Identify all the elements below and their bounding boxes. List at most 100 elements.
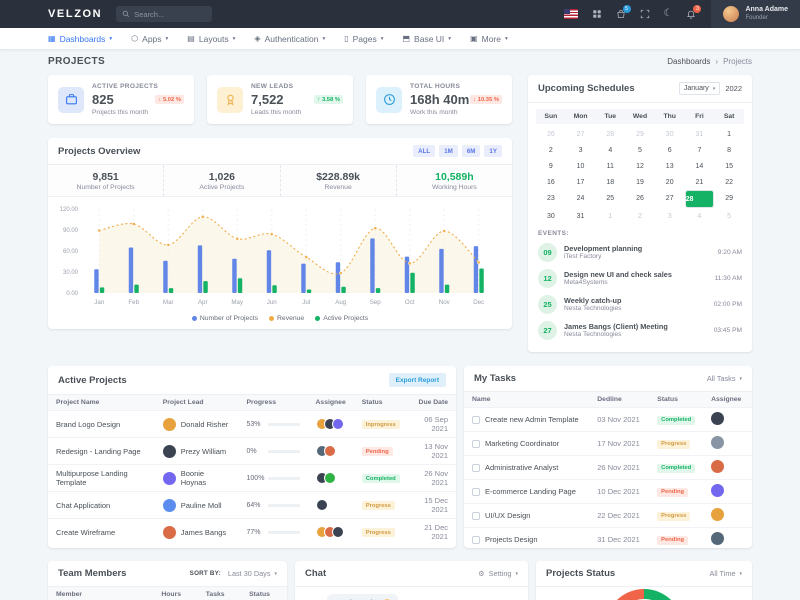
event-item[interactable]: 09 Development planning iTest Factory 9:20 … (528, 239, 752, 265)
search-input[interactable] (134, 9, 207, 19)
calendar-day[interactable]: 19 (636, 178, 644, 186)
calendar-day[interactable]: 30 (546, 212, 555, 220)
stat-label: TOTAL HOURS (410, 83, 461, 90)
calendar-day[interactable]: 5 (638, 146, 642, 154)
logo[interactable]: VELZON (48, 8, 103, 20)
calendar-day[interactable]: 26 (546, 130, 555, 138)
status-badge: Inprogress (361, 420, 400, 430)
fullscreen-icon[interactable] (640, 9, 650, 19)
event-item[interactable]: 12 Design new UI and check sales Meta4Syst… (528, 265, 752, 291)
month-select[interactable]: January ▾ (678, 82, 721, 95)
calendar-day[interactable]: 26 (636, 194, 644, 202)
progress-bar (267, 449, 300, 453)
nav-item-apps[interactable]: ⬡ Apps ▾ (131, 34, 168, 44)
calendar-day[interactable]: 10 (576, 162, 585, 170)
calendar-day[interactable]: 31 (695, 130, 704, 138)
range-button-1y[interactable]: 1Y (484, 145, 502, 157)
nav-item-pages[interactable]: ▯ Pages ▾ (344, 34, 383, 44)
progress-value: 53% (246, 420, 261, 428)
user-menu[interactable]: Anna Adame Founder (711, 0, 800, 28)
notifications-icon[interactable]: 3 (686, 5, 702, 19)
calendar-day[interactable]: 2 (548, 146, 553, 154)
calendar-day[interactable]: 20 (665, 178, 674, 186)
topbar: VELZON 5 ☾ 3 (0, 0, 800, 28)
calendar-day[interactable]: 11 (606, 162, 614, 170)
calendar-day[interactable]: 13 (665, 162, 674, 170)
event-item[interactable]: 27 James Bangs (Client) Meeting Nesta Tech… (528, 317, 752, 343)
col-due-date: Due Date (407, 395, 456, 411)
calendar-day[interactable]: 27 (576, 130, 585, 138)
task-checkbox[interactable] (472, 463, 480, 472)
table-row: Administrative Analyst 26 Nov 2021 Complet… (464, 455, 752, 480)
calendar-day[interactable]: 28 (606, 130, 615, 138)
calendar-day[interactable]: 3 (667, 212, 672, 220)
range-button-6m[interactable]: 6M (461, 145, 481, 157)
export-report-button[interactable]: Export Report (388, 373, 446, 387)
projects-overview-chart: 0.00 30.00 60.00 90.00 120.00 Jan Feb Mar Apr May… (48, 197, 512, 314)
calendar-day[interactable]: 21 (695, 178, 704, 186)
calendar-day[interactable]: 8 (727, 146, 732, 154)
lead-name: Donald Risher (180, 419, 229, 429)
calendar-day[interactable]: 4 (608, 146, 613, 154)
calendar-day[interactable]: 1 (608, 212, 613, 220)
overview-stat-value: $228.89k (316, 171, 361, 183)
apps-grid-icon[interactable] (592, 9, 602, 19)
cart-icon[interactable]: 5 (616, 5, 631, 19)
schedules-title: Upcoming Schedules (538, 83, 635, 94)
nav-item-layouts[interactable]: ▤ Layouts ▾ (187, 34, 235, 44)
calendar-day-selected[interactable]: 28 (684, 190, 715, 208)
task-checkbox[interactable] (472, 487, 480, 496)
overview-stat-label: Number of Projects (76, 184, 135, 191)
task-checkbox[interactable] (472, 535, 480, 544)
calendar-day[interactable]: 17 (576, 178, 585, 186)
calendar-day[interactable]: 24 (576, 194, 585, 202)
calendar-day[interactable]: 14 (695, 162, 704, 170)
task-checkbox[interactable] (472, 439, 480, 448)
calendar-day[interactable]: 5 (727, 212, 732, 220)
base-ui-icon: ⬒ (402, 33, 411, 43)
calendar-day[interactable]: 30 (665, 130, 674, 138)
all-time-filter[interactable]: All Time ▾ (709, 569, 742, 578)
nav-item-base-ui[interactable]: ⬒ Base UI ▾ (402, 34, 451, 44)
calendar-day[interactable]: 12 (636, 162, 644, 170)
event-day-badge: 12 (538, 268, 557, 288)
calendar-day[interactable]: 4 (697, 212, 702, 220)
calendar-day[interactable]: 2 (638, 212, 642, 220)
sort-by-filter[interactable]: SORT BY: Last 30 Days ▾ (189, 569, 277, 578)
col-dedline: Dedline (589, 392, 650, 408)
breadcrumb-dashboards[interactable]: Dashboards (667, 57, 711, 66)
task-checkbox[interactable] (472, 415, 480, 424)
calendar-day[interactable]: 29 (725, 194, 734, 202)
dark-mode-icon[interactable]: ☾ (663, 8, 673, 19)
calendar-day[interactable]: 18 (606, 178, 615, 186)
calendar-day[interactable]: 1 (727, 130, 732, 138)
project-name: Create Wireframe (48, 518, 155, 545)
nav-item-authentication[interactable]: ◈ Authentication ▾ (254, 34, 325, 44)
calendar-day[interactable]: 29 (636, 130, 644, 138)
nav-item-dashboards[interactable]: ▦ Dashboards ▾ (48, 34, 112, 44)
range-button-all[interactable]: ALL (413, 145, 436, 157)
calendar-day[interactable]: 7 (697, 146, 702, 154)
calendar-day[interactable]: 31 (576, 212, 585, 220)
us-flag-icon[interactable] (563, 9, 578, 19)
all-tasks-filter[interactable]: All Tasks ▾ (706, 374, 742, 383)
event-day-badge: 27 (538, 320, 557, 340)
calendar-day[interactable]: 27 (665, 194, 674, 202)
calendar-day[interactable]: 23 (546, 194, 555, 202)
breadcrumb-separator: › (715, 57, 719, 66)
calendar-day[interactable]: 16 (546, 178, 555, 186)
avatar (162, 525, 176, 539)
calendar-day[interactable]: 15 (725, 162, 734, 170)
chat-setting-menu[interactable]: ⚙ Setting ▾ (478, 569, 518, 578)
nav-item-more[interactable]: ▣ More ▾ (470, 34, 508, 44)
calendar-day[interactable]: 25 (606, 194, 615, 202)
range-button-1m[interactable]: 1M (439, 145, 458, 157)
event-title: James Bangs (Client) Meeting (564, 322, 668, 331)
event-item[interactable]: 25 Weekly catch-up Nesta Technologies 02:00… (528, 291, 752, 317)
task-checkbox[interactable] (472, 511, 480, 520)
calendar-day[interactable]: 6 (667, 146, 672, 154)
calendar-day[interactable]: 22 (725, 178, 734, 186)
calendar-day[interactable]: 9 (548, 162, 553, 170)
progress-value: 0% (246, 447, 257, 455)
calendar-day[interactable]: 3 (578, 146, 583, 154)
